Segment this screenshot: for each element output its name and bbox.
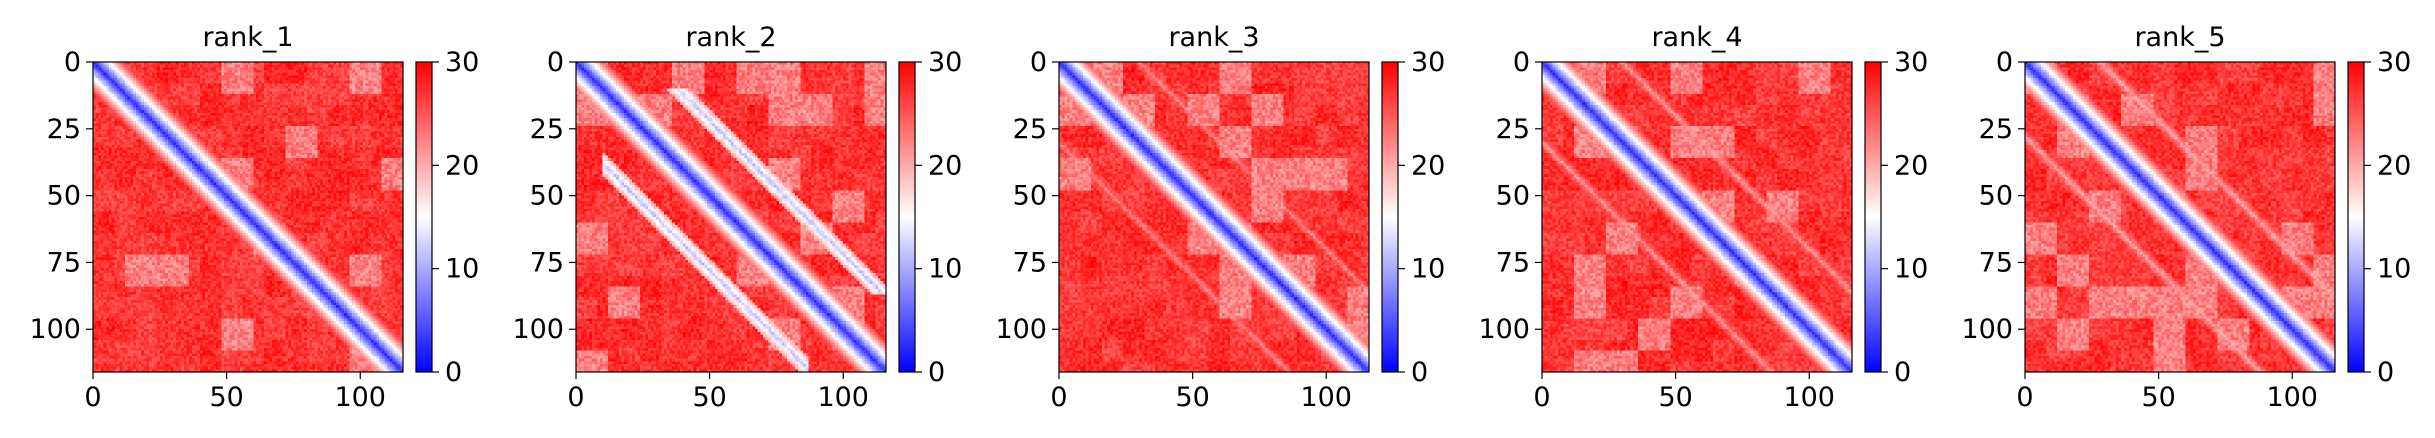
heatmap-cells xyxy=(93,62,404,373)
chart-title: rank_1 xyxy=(202,22,293,53)
